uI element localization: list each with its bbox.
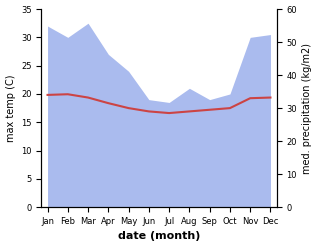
Y-axis label: max temp (C): max temp (C) bbox=[5, 74, 16, 142]
X-axis label: date (month): date (month) bbox=[118, 231, 200, 242]
Y-axis label: med. precipitation (kg/m2): med. precipitation (kg/m2) bbox=[302, 43, 313, 174]
